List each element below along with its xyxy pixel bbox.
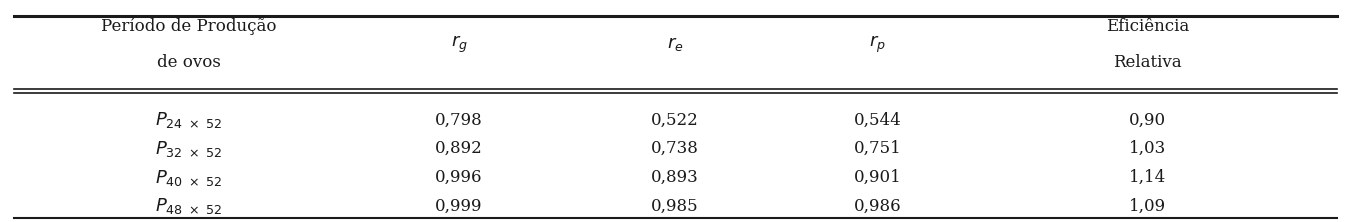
Text: 0,90: 0,90 [1129,111,1166,128]
Text: $r_g$: $r_g$ [451,34,467,55]
Text: $P_{32\ \times\ 52}$: $P_{32\ \times\ 52}$ [155,139,223,159]
Text: Eficiência: Eficiência [1106,18,1189,35]
Text: $r_e$: $r_e$ [667,35,683,54]
Text: Relativa: Relativa [1114,54,1181,71]
Text: 0,996: 0,996 [435,169,483,186]
Text: 0,751: 0,751 [853,140,902,157]
Text: $r_p$: $r_p$ [869,34,886,55]
Text: $P_{48\ \times\ 52}$: $P_{48\ \times\ 52}$ [155,196,223,216]
Text: de ovos: de ovos [157,54,221,71]
Text: 0,985: 0,985 [651,198,699,215]
Text: $P_{40\ \times\ 52}$: $P_{40\ \times\ 52}$ [155,168,223,188]
Text: 0,522: 0,522 [651,111,699,128]
Text: 0,738: 0,738 [651,140,699,157]
Text: 0,798: 0,798 [435,111,483,128]
Text: Período de Produção: Período de Produção [101,18,277,35]
Text: 0,893: 0,893 [651,169,699,186]
Text: 0,999: 0,999 [435,198,483,215]
Text: 0,892: 0,892 [435,140,483,157]
Text: 0,544: 0,544 [853,111,902,128]
Text: 0,901: 0,901 [853,169,902,186]
Text: $P_{24\ \times\ 52}$: $P_{24\ \times\ 52}$ [155,110,223,130]
Text: 1,14: 1,14 [1129,169,1166,186]
Text: 0,986: 0,986 [853,198,902,215]
Text: 1,03: 1,03 [1129,140,1166,157]
Text: 1,09: 1,09 [1129,198,1166,215]
